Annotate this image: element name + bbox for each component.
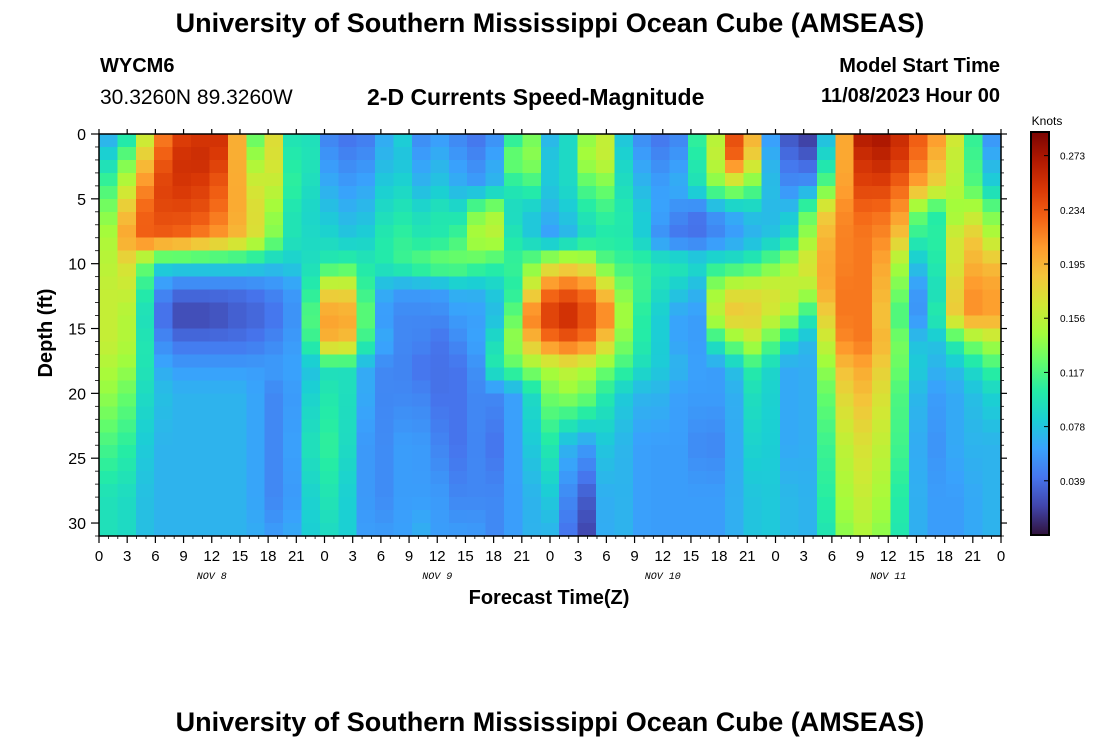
y-tick-label: 30 bbox=[68, 516, 86, 533]
y-tick-label: 5 bbox=[77, 192, 86, 209]
x-axis-title: Forecast Time(Z) bbox=[469, 587, 630, 609]
x-tick-label: 18 bbox=[260, 548, 277, 565]
colorbar-tick-label: 0.273 bbox=[1060, 152, 1085, 163]
x-tick-label: 18 bbox=[711, 548, 728, 565]
plot-frame bbox=[98, 133, 1002, 537]
colorbar-tick-label: 0.078 bbox=[1060, 423, 1085, 434]
y-tick-label: 15 bbox=[68, 322, 86, 339]
x-tick-label: 3 bbox=[123, 548, 131, 565]
colorbar-tick-label: 0.195 bbox=[1060, 260, 1085, 271]
y-tick-label: 20 bbox=[68, 386, 86, 403]
x-tick-label: 0 bbox=[771, 548, 779, 565]
day-label: NOV 9 bbox=[422, 572, 452, 583]
model-start-value: 11/08/2023 Hour 00 bbox=[820, 85, 1000, 107]
x-tick-label: 6 bbox=[151, 548, 159, 565]
x-tick-label: 18 bbox=[936, 548, 953, 565]
x-tick-label: 9 bbox=[630, 548, 638, 565]
x-tick-label: 18 bbox=[485, 548, 502, 565]
colorbar-ramp bbox=[1030, 131, 1050, 536]
heatmap-plot bbox=[99, 134, 1001, 536]
x-tick-label: 3 bbox=[800, 548, 808, 565]
y-tick-label: 0 bbox=[77, 127, 86, 144]
colorbar-tick-label: 0.117 bbox=[1060, 368, 1085, 379]
y-tick-label: 25 bbox=[68, 451, 86, 468]
x-tick-label: 0 bbox=[546, 548, 554, 565]
chart-subtitle: 2-D Currents Speed-Magnitude bbox=[367, 84, 705, 110]
y-tick-label: 10 bbox=[68, 257, 86, 274]
x-tick-label: 9 bbox=[856, 548, 864, 565]
colorbar: Knots 0.273 0.234 0.195 0.156 0.117 0.078 0.03… bbox=[1030, 114, 1085, 536]
x-tick-label: 12 bbox=[203, 548, 220, 565]
y-axis: Depth (ft) 0 5 10 15 20 25 30 bbox=[35, 127, 1007, 537]
x-tick-label: 12 bbox=[880, 548, 897, 565]
x-tick-label: 12 bbox=[429, 548, 446, 565]
x-tick-label: 0 bbox=[95, 548, 103, 565]
x-tick-label: 3 bbox=[574, 548, 582, 565]
x-tick-label: 15 bbox=[908, 548, 925, 565]
day-label: NOV 10 bbox=[645, 572, 681, 583]
colorbar-tick-label: 0.156 bbox=[1060, 314, 1085, 325]
colorbar-title: Knots bbox=[1032, 114, 1063, 128]
x-tick-label: 21 bbox=[513, 548, 530, 565]
x-tick-label: 6 bbox=[602, 548, 610, 565]
plot-border bbox=[98, 133, 1002, 537]
station-coordinates: 30.3260N 89.3260W bbox=[100, 86, 293, 109]
x-tick-label: 15 bbox=[683, 548, 700, 565]
x-tick-label: 6 bbox=[377, 548, 385, 565]
model-start-label: Model Start Time bbox=[839, 55, 1000, 77]
footer-title: University of Southern Mississippi Ocean… bbox=[175, 707, 925, 737]
x-tick-label: 15 bbox=[232, 548, 249, 565]
x-tick-label: 21 bbox=[288, 548, 305, 565]
y-axis-title: Depth (ft) bbox=[35, 289, 57, 378]
x-tick-label: 0 bbox=[997, 548, 1005, 565]
x-tick-label: 21 bbox=[964, 548, 981, 565]
x-tick-label: 0 bbox=[320, 548, 328, 565]
colorbar-tick-label: 0.039 bbox=[1060, 477, 1085, 488]
x-tick-label: 12 bbox=[654, 548, 671, 565]
x-tick-label: 3 bbox=[349, 548, 357, 565]
station-id: WYCM6 bbox=[100, 55, 175, 77]
x-tick-label: 6 bbox=[828, 548, 836, 565]
day-label: NOV 8 bbox=[197, 572, 227, 583]
x-axis: Forecast Time(Z) 0 3 6 9 12 15 18 21 0 3 6 9 12 15 18 2… bbox=[95, 129, 1005, 609]
x-tick-label: 15 bbox=[457, 548, 474, 565]
day-label: NOV 11 bbox=[870, 572, 906, 583]
x-tick-label: 21 bbox=[739, 548, 756, 565]
x-tick-label: 9 bbox=[405, 548, 413, 565]
x-tick-label: 9 bbox=[179, 548, 187, 565]
colorbar-tick-label: 0.234 bbox=[1060, 206, 1085, 217]
chart-title: University of Southern Mississippi Ocean… bbox=[175, 8, 925, 38]
